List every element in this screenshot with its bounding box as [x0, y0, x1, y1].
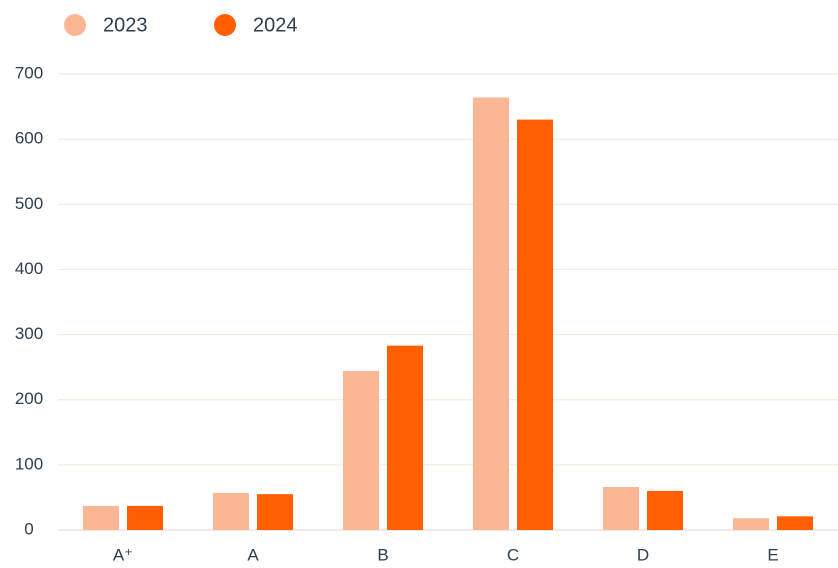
bar [517, 119, 553, 530]
x-tick-label: D [637, 545, 649, 564]
bar [127, 505, 163, 530]
bar [603, 487, 639, 530]
y-tick-label: 100 [15, 454, 43, 473]
bar [647, 490, 683, 530]
y-tick-label: 300 [15, 324, 43, 343]
x-tick-label: E [767, 545, 778, 564]
legend-swatch [214, 14, 236, 36]
bar [83, 505, 119, 530]
x-tick-label: C [507, 545, 519, 564]
bar [213, 492, 249, 530]
x-tick-label: B [377, 545, 388, 564]
legend-label: 2023 [103, 14, 148, 36]
bar [473, 97, 509, 531]
bar [257, 494, 293, 530]
x-tick-label: A [247, 545, 259, 564]
bar [387, 345, 423, 530]
legend-label: 2024 [253, 14, 298, 36]
y-tick-label: 500 [15, 194, 43, 213]
y-tick-label: 200 [15, 389, 43, 408]
y-tick-label: 600 [15, 129, 43, 148]
y-tick-label: 0 [24, 519, 33, 538]
x-tick-label: A⁺ [113, 545, 133, 564]
y-tick-label: 400 [15, 259, 43, 278]
legend-swatch [64, 14, 86, 36]
bar [343, 371, 379, 530]
y-tick-label: 700 [15, 63, 43, 82]
bar [777, 516, 813, 530]
bar [733, 518, 769, 530]
